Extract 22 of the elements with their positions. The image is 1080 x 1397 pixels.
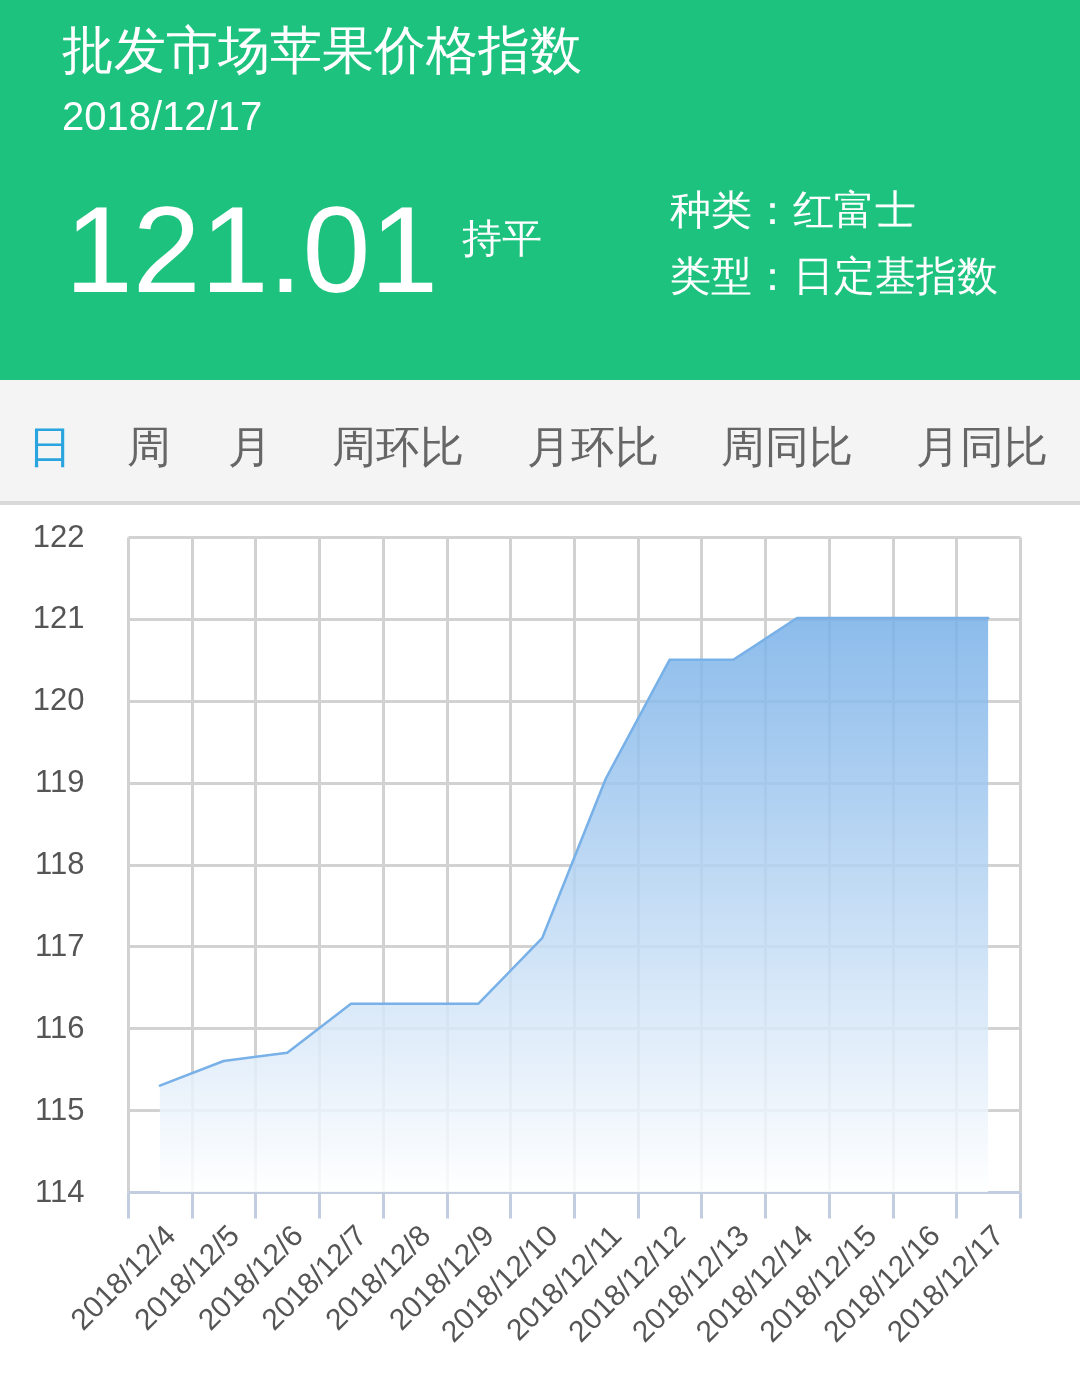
y-tick-label: 120 <box>32 682 85 718</box>
chart-subtitle: 2018/12/17 <box>62 94 263 138</box>
text: 月环比 <box>527 422 659 471</box>
text: 月 <box>228 422 272 471</box>
chart-title: 批发市场苹果价格指数 <box>62 21 582 79</box>
y-tick-label: 118 <box>35 846 85 881</box>
text: 持平 <box>462 216 542 260</box>
y-tick-label: 114 <box>35 1173 85 1209</box>
text: 121.01 <box>65 182 439 318</box>
text: 周 <box>127 422 171 471</box>
y-tick-label: 121 <box>32 600 85 636</box>
text: 周环比 <box>332 422 464 471</box>
y-tick-label: 122 <box>32 518 85 554</box>
text: 种类：红富士 <box>670 187 916 233</box>
y-tick-label: 116 <box>35 1009 85 1045</box>
text: 日 <box>28 422 72 471</box>
text: 类型：日定基指数 <box>670 253 998 299</box>
text: 周同比 <box>721 422 853 471</box>
y-tick-label: 117 <box>35 927 85 963</box>
y-tick-label: 115 <box>35 1091 85 1127</box>
y-tick-label: 119 <box>35 764 85 800</box>
text: 月同比 <box>916 422 1048 471</box>
